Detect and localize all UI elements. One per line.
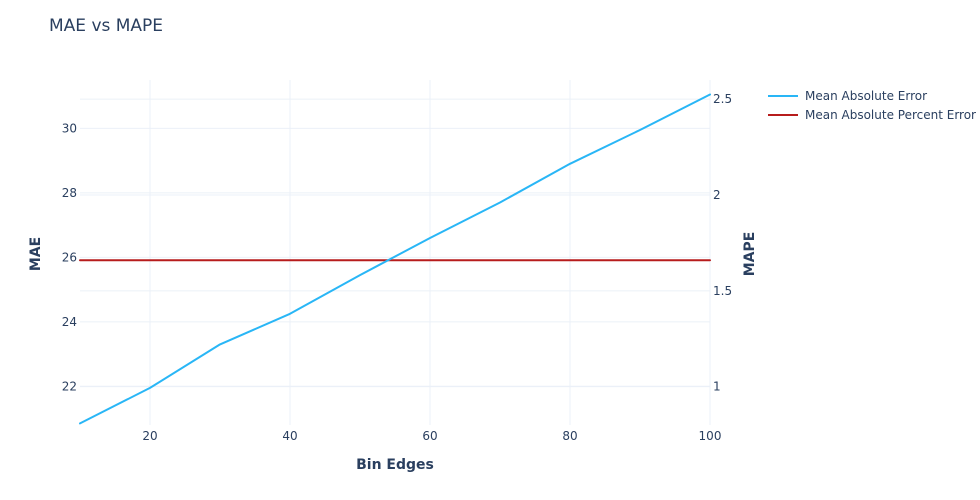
y-tick-label: 28 — [62, 186, 77, 200]
data-series — [79, 93, 711, 425]
tick-labels: 20 40 60 80 100 22 24 26 28 30 1 1.5 2 2.5 — [62, 92, 732, 443]
y2-tick-label: 2.5 — [713, 92, 732, 106]
x-axis-title: Bin Edges — [356, 457, 434, 473]
grid-lines — [80, 80, 711, 425]
x-tick-label: 80 — [562, 429, 577, 443]
chart-title: MAE vs MAPE — [49, 16, 163, 36]
x-tick-label: 60 — [422, 429, 437, 443]
legend-item-mape[interactable]: Mean Absolute Percent Error — [768, 108, 976, 122]
y2-tick-label: 2 — [713, 188, 721, 202]
legend[interactable]: Mean Absolute Error Mean Absolute Percen… — [768, 89, 976, 122]
x-tick-label: 100 — [699, 429, 722, 443]
legend-item-mae[interactable]: Mean Absolute Error — [768, 89, 927, 103]
legend-label-mae: Mean Absolute Error — [805, 89, 927, 103]
y-tick-label: 24 — [62, 315, 77, 329]
series-line-mae[interactable] — [79, 93, 711, 425]
legend-label-mape: Mean Absolute Percent Error — [805, 108, 976, 122]
y2-tick-label: 1.5 — [713, 284, 732, 298]
x-tick-label: 20 — [142, 429, 157, 443]
y-axis-title: MAE — [28, 237, 44, 271]
y2-axis-title: MAPE — [742, 232, 758, 277]
x-tick-label: 40 — [282, 429, 297, 443]
y-tick-label: 26 — [62, 250, 77, 264]
y2-tick-label: 1 — [713, 380, 721, 394]
y-tick-label: 30 — [62, 121, 77, 135]
y-tick-label: 22 — [62, 379, 77, 393]
